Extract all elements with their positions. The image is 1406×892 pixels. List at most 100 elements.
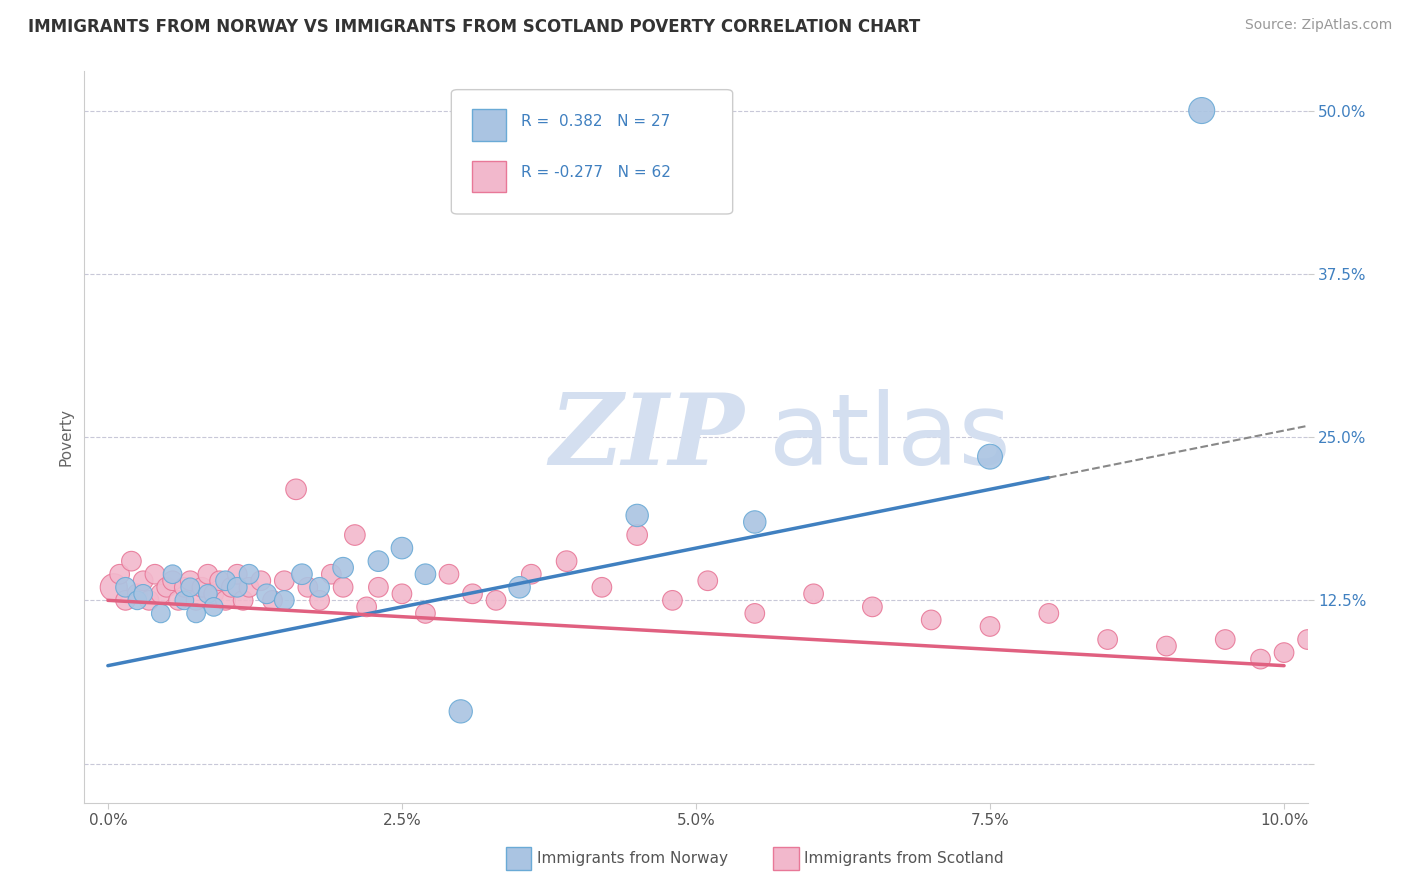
- Point: [232, 593, 254, 607]
- Point: [332, 580, 354, 594]
- Point: [238, 567, 260, 582]
- Point: [208, 574, 231, 588]
- Point: [520, 567, 543, 582]
- Point: [803, 587, 825, 601]
- Point: [184, 593, 207, 607]
- FancyBboxPatch shape: [472, 110, 506, 141]
- Point: [485, 593, 508, 607]
- Point: [1191, 103, 1213, 118]
- Point: [143, 567, 166, 582]
- Text: Source: ZipAtlas.com: Source: ZipAtlas.com: [1244, 18, 1392, 32]
- Text: R =  0.382   N = 27: R = 0.382 N = 27: [522, 114, 671, 128]
- FancyBboxPatch shape: [472, 161, 506, 192]
- Point: [221, 580, 243, 594]
- Point: [120, 554, 142, 568]
- Point: [191, 580, 214, 594]
- Point: [1097, 632, 1119, 647]
- Point: [391, 587, 413, 601]
- Point: [132, 587, 155, 601]
- Point: [249, 574, 271, 588]
- Point: [1272, 646, 1295, 660]
- Point: [297, 580, 319, 594]
- Point: [979, 450, 1001, 464]
- Point: [367, 580, 389, 594]
- Point: [321, 567, 343, 582]
- Point: [744, 607, 766, 621]
- Point: [920, 613, 942, 627]
- Point: [226, 567, 249, 582]
- Point: [197, 587, 219, 601]
- Point: [273, 574, 295, 588]
- Point: [127, 593, 149, 607]
- Point: [591, 580, 613, 594]
- Point: [114, 593, 136, 607]
- Point: [1343, 626, 1365, 640]
- Text: Immigrants from Scotland: Immigrants from Scotland: [804, 852, 1004, 866]
- Point: [437, 567, 460, 582]
- Point: [202, 587, 225, 601]
- FancyBboxPatch shape: [451, 90, 733, 214]
- Point: [626, 508, 648, 523]
- Point: [173, 593, 195, 607]
- Text: ZIP: ZIP: [550, 389, 744, 485]
- Point: [332, 560, 354, 574]
- Point: [162, 574, 184, 588]
- Point: [450, 705, 472, 719]
- Text: Immigrants from Norway: Immigrants from Norway: [537, 852, 728, 866]
- Point: [415, 567, 437, 582]
- Point: [214, 593, 236, 607]
- Text: R = -0.277   N = 62: R = -0.277 N = 62: [522, 165, 671, 180]
- Point: [696, 574, 718, 588]
- Point: [273, 593, 295, 607]
- Point: [343, 528, 366, 542]
- Y-axis label: Poverty: Poverty: [58, 408, 73, 467]
- Point: [415, 607, 437, 621]
- Point: [138, 593, 160, 607]
- Point: [1156, 639, 1178, 653]
- Point: [184, 607, 207, 621]
- Point: [1320, 652, 1343, 666]
- Point: [1038, 607, 1060, 621]
- Point: [626, 528, 648, 542]
- Point: [1367, 658, 1389, 673]
- Point: [661, 593, 683, 607]
- Point: [308, 593, 330, 607]
- Point: [291, 567, 314, 582]
- Point: [367, 554, 389, 568]
- Point: [979, 619, 1001, 633]
- Point: [114, 580, 136, 594]
- Point: [1250, 652, 1272, 666]
- Point: [285, 483, 308, 497]
- Point: [179, 574, 201, 588]
- Point: [103, 580, 125, 594]
- Point: [509, 580, 531, 594]
- Point: [391, 541, 413, 555]
- Point: [744, 515, 766, 529]
- Text: atlas: atlas: [769, 389, 1011, 485]
- Text: IMMIGRANTS FROM NORWAY VS IMMIGRANTS FROM SCOTLAND POVERTY CORRELATION CHART: IMMIGRANTS FROM NORWAY VS IMMIGRANTS FRO…: [28, 18, 921, 36]
- Point: [1213, 632, 1236, 647]
- Point: [173, 580, 195, 594]
- Point: [1391, 639, 1406, 653]
- Point: [202, 599, 225, 614]
- Point: [262, 593, 284, 607]
- Point: [156, 580, 179, 594]
- Point: [108, 567, 131, 582]
- Point: [127, 587, 149, 601]
- Point: [162, 567, 184, 582]
- Point: [860, 599, 883, 614]
- Point: [179, 580, 201, 594]
- Point: [461, 587, 484, 601]
- Point: [149, 587, 172, 601]
- Point: [1296, 632, 1319, 647]
- Point: [226, 580, 249, 594]
- Point: [132, 574, 155, 588]
- Point: [167, 593, 190, 607]
- Point: [356, 599, 378, 614]
- Point: [149, 607, 172, 621]
- Point: [256, 587, 278, 601]
- Point: [214, 574, 236, 588]
- Point: [555, 554, 578, 568]
- Point: [238, 580, 260, 594]
- Point: [308, 580, 330, 594]
